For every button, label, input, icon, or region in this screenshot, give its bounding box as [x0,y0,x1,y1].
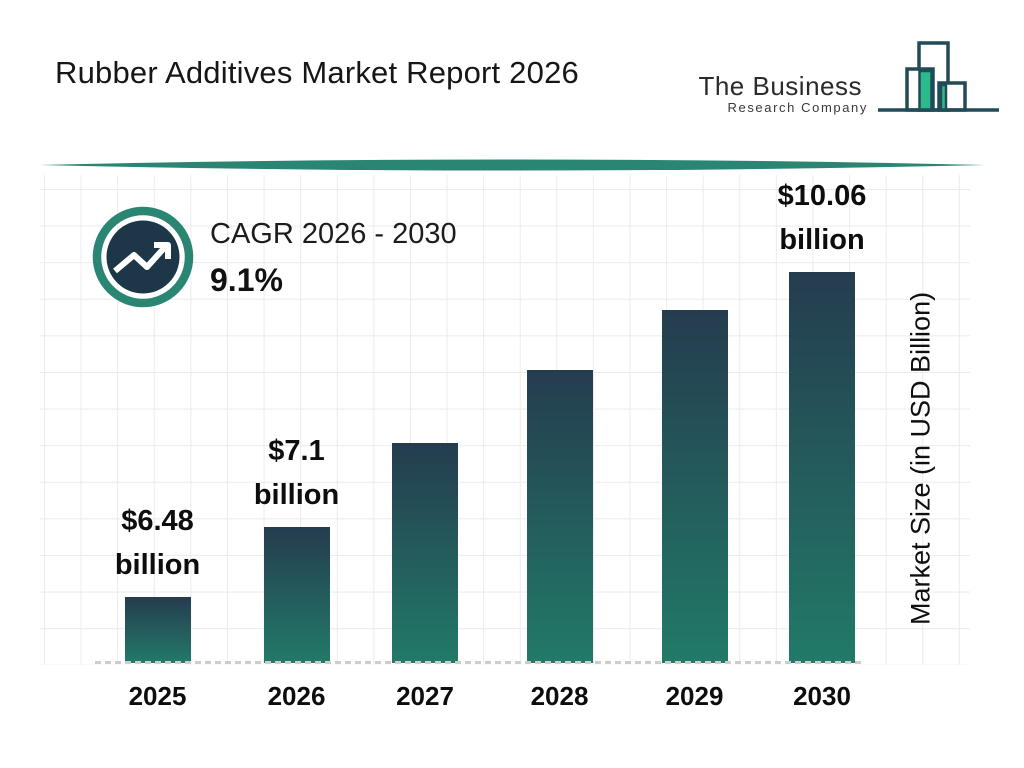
bar-value-amount: $6.48 [121,505,194,537]
bar-value-unit: billion [114,549,201,581]
x-axis-label-2028: 2028 [530,681,589,711]
bar-2025 [124,597,191,663]
page-title: Rubber Additives Market Report 2026 [55,55,579,90]
bar-value-unit: billion [253,479,340,511]
x-axis-label-2027: 2027 [396,681,454,711]
cagr-period-label: CAGR 2026 - 2030 [210,218,457,250]
x-axis-label-2030: 2030 [793,681,851,711]
company-logo: The Business Research Company [698,38,999,128]
x-axis-label-2029: 2029 [665,681,724,711]
bar-2029 [661,310,728,663]
y-axis-label: Market Size (in USD Billion) [905,291,936,625]
x-axis-label-2025: 2025 [128,681,187,711]
bar-value-label-2030: $10.06 billion [732,174,912,262]
bar-2026 [263,527,330,663]
bar-value-label-2025: $6.48 billion [68,499,248,587]
x-axis-label-2026: 2026 [267,681,326,711]
bar-value-amount: $7.1 [268,435,325,467]
bar-value-unit: billion [779,224,865,256]
trend-up-icon [92,206,194,308]
bar-value-amount: $10.06 [777,180,867,212]
logo-text-line2: Research Company [727,100,868,115]
bar-2027 [392,443,458,663]
logo-skyline-icon [878,41,999,112]
bar-value-label-2026: $7.1 billion [207,429,387,517]
bar-2030 [789,272,855,663]
x-axis-baseline [95,661,865,664]
bar-2028 [526,370,593,663]
logo-text-line1: The Business [698,71,862,101]
section-divider [40,159,985,171]
cagr-value: 9.1% [210,262,283,298]
